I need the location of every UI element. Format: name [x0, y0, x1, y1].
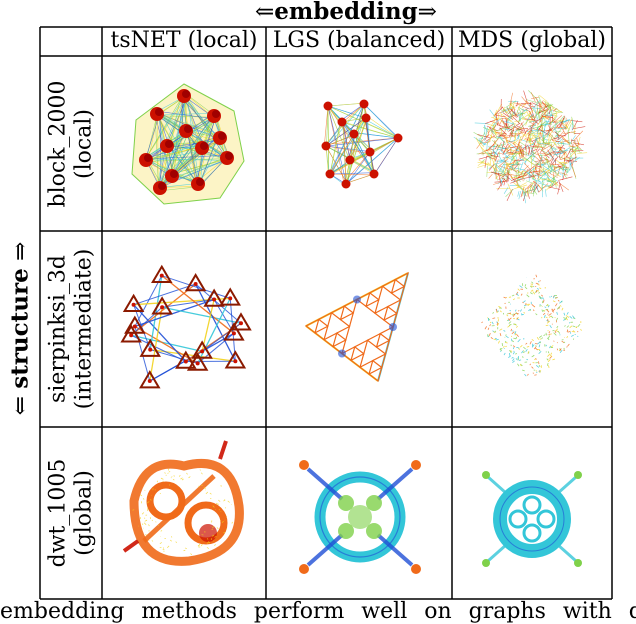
- right-double-arrow: ⇒: [417, 0, 437, 25]
- figure-caption: embedding methods perform well on graphs…: [0, 599, 636, 624]
- graph-dwt1005-lgs: [299, 460, 421, 574]
- row-header-structure: (local): [71, 108, 97, 179]
- column-header-tsnet: tsNET (local): [110, 28, 258, 53]
- row-header-name: dwt_1005: [45, 458, 70, 568]
- row-header-structure: (global): [71, 470, 96, 556]
- left-double-arrow: ⇐: [255, 0, 275, 25]
- graph-sierpinski-lgs: [304, 271, 409, 383]
- graph-sierpinski-mds: [481, 274, 582, 377]
- column-header-mds: MDS (global): [458, 28, 606, 53]
- row-header-name: sierpinksi_3d: [45, 255, 71, 403]
- graph-dwt1005-mds: [482, 471, 582, 567]
- graph-block2000-tsnet: [131, 83, 245, 205]
- graph-sierpinski-tsnet: [120, 264, 252, 389]
- row-header-name: block_2000: [45, 79, 71, 208]
- graph-block2000-lgs: [321, 99, 403, 189]
- row-header-dwt-1005: dwt_1005 (global): [40, 427, 102, 599]
- row-header-structure: (intermediate): [71, 248, 97, 410]
- graph-block2000-mds: [473, 90, 588, 204]
- row-header-block-2000: block_2000 (local): [40, 56, 102, 231]
- graph-dwt1005-tsnet: [122, 440, 244, 566]
- embedding-label: embedding: [274, 0, 418, 25]
- column-header-lgs: LGS (balanced): [272, 28, 446, 53]
- row-header-sierpinski-3d: sierpinksi_3d (intermediate): [40, 231, 102, 427]
- embedding-axis-title: ⇐embedding⇒: [255, 0, 437, 26]
